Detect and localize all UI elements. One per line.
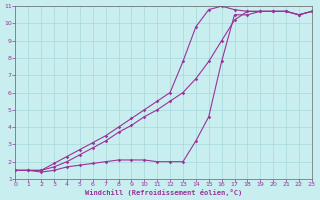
X-axis label: Windchill (Refroidissement éolien,°C): Windchill (Refroidissement éolien,°C) bbox=[85, 189, 242, 196]
